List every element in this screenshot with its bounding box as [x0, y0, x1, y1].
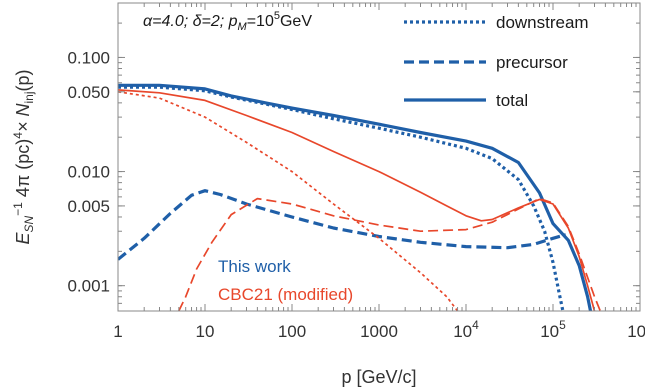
- legend-label-precursor: precursor: [496, 53, 568, 72]
- y-title-n: × N: [13, 103, 33, 133]
- y-title-exp4: 4: [11, 132, 25, 139]
- label-this-work: This work: [218, 257, 291, 276]
- label-cbc21: CBC21 (modified): [218, 285, 353, 304]
- y-title-inj: inj: [22, 91, 36, 103]
- y-title-e: E: [13, 232, 33, 245]
- x-tick-label: 10: [196, 322, 215, 341]
- y-title-4pi-pc: 4π (pc): [13, 139, 33, 202]
- y-tick-label: 0.010: [67, 163, 110, 182]
- y-tick-label: 0.050: [67, 83, 110, 102]
- parameter-annotation: α=4.0; δ=2; pM=105GeV: [143, 10, 312, 33]
- x-tick-label: 104: [453, 318, 479, 341]
- x-tick-label: 1000: [360, 322, 398, 341]
- legend-label-total: total: [496, 91, 528, 110]
- x-tick-label: 100: [278, 322, 306, 341]
- series-this_work-downstream: [118, 85, 565, 311]
- series-cbc21-downstream: [118, 90, 459, 311]
- annot-alpha-delta-p: α=4.0; δ=2; p: [143, 13, 238, 30]
- y-title-of-p: (p): [13, 69, 33, 91]
- legend: downstream precursor total: [404, 13, 589, 110]
- annot-m: M: [238, 21, 248, 33]
- annot-eq10: =10: [247, 13, 274, 30]
- x-tick-label: 105: [540, 318, 566, 341]
- svg-text:ESN−1 4π (pc)4× Ninj(p): ESN−1 4π (pc)4× Ninj(p): [11, 69, 36, 244]
- legend-label-downstream: downstream: [496, 13, 589, 32]
- x-tick-label: 106: [627, 318, 645, 341]
- series-cbc21-total: [118, 89, 596, 311]
- y-tick-label: 0.001: [67, 277, 110, 296]
- series-this_work-precursor: [118, 189, 567, 261]
- annot-gev: GeV: [280, 13, 312, 30]
- y-axis-title: ESN−1 4π (pc)4× Ninj(p): [11, 69, 36, 244]
- x-axis-title: p [GeV/c]: [341, 367, 416, 387]
- series-cbc21-precursor: [178, 197, 602, 311]
- y-tick-label: 0.005: [67, 197, 110, 216]
- annot-exp5: 5: [274, 10, 280, 22]
- y-title-minus-one: −1: [11, 202, 25, 216]
- tick-layer: 1 10 100 1000 104 105 106 0.001 0.005 0.010 0.050 0…: [67, 3, 645, 341]
- x-tick-label: 1: [113, 322, 122, 341]
- y-tick-label: 0.100: [67, 48, 110, 67]
- series-layer: [118, 83, 602, 311]
- y-title-sn: SN: [22, 215, 36, 232]
